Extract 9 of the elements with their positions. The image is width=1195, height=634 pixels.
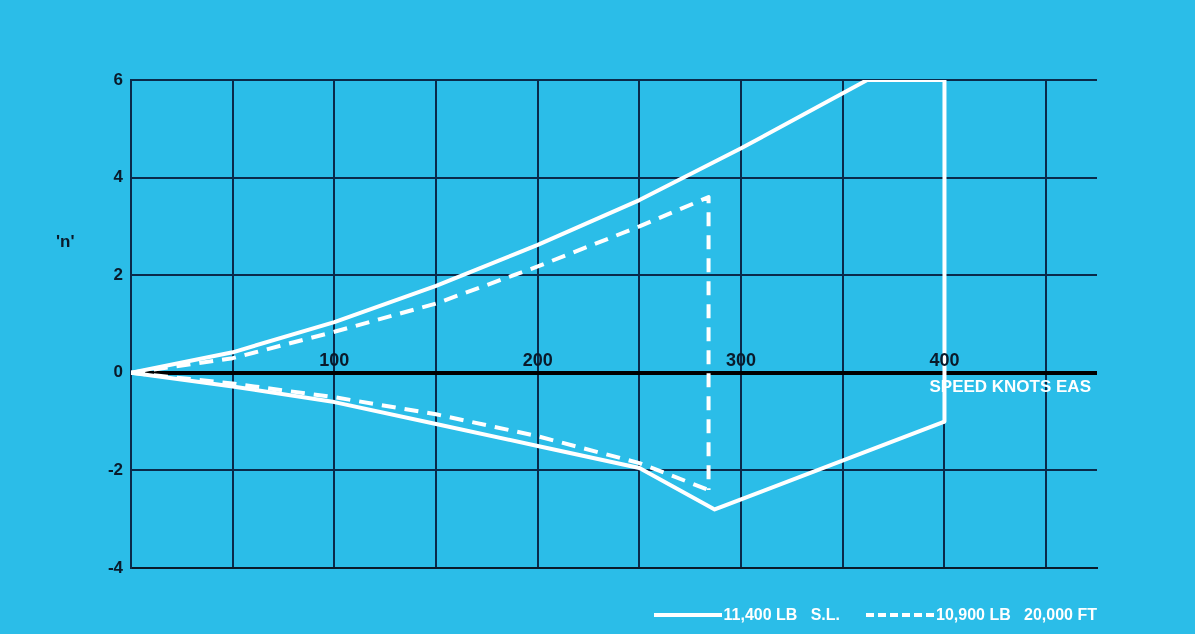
y-axis-title: 'n' — [56, 232, 75, 252]
y-tick-label: 2 — [113, 264, 123, 284]
y-tick-label: -2 — [107, 460, 123, 480]
y-tick-label: 4 — [113, 167, 124, 187]
y-tick-label: 6 — [113, 69, 123, 89]
y-tick-label: 0 — [113, 362, 123, 382]
legend-label: 10,900 LB 20,000 FT — [936, 606, 1097, 624]
y-tick-label: -4 — [107, 557, 124, 577]
legend-label: 11,400 LB S.L. — [723, 606, 841, 624]
